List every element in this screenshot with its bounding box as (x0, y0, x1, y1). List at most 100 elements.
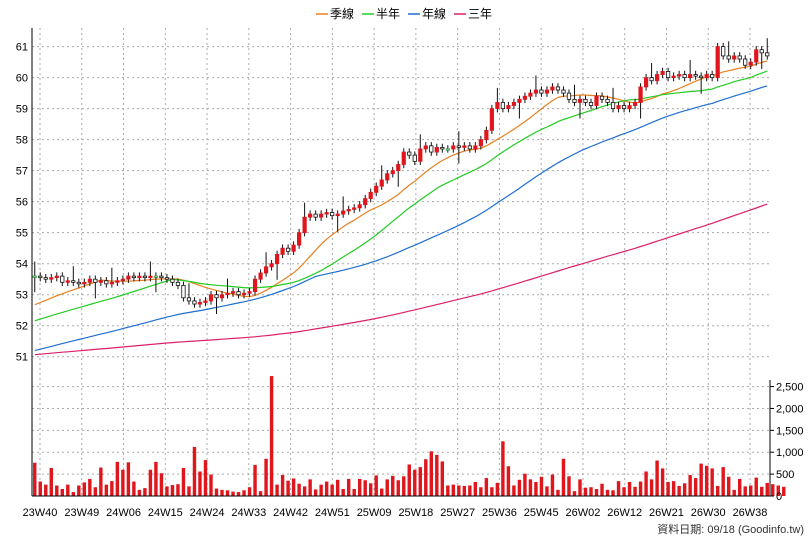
volume-bar (214, 488, 219, 496)
volume-bar (655, 460, 659, 496)
volume-bar (732, 489, 736, 496)
data-date-credit: 資料日期: 09/18 (Goodinfo.tw) (657, 522, 804, 536)
volume-bar (242, 490, 246, 496)
candle-body (528, 92, 533, 97)
volume-bar (269, 376, 274, 496)
candle-body (280, 247, 285, 255)
volume-bar (704, 465, 709, 496)
candle-body (423, 145, 428, 150)
volume-bar (457, 485, 461, 496)
candle-body (599, 95, 605, 100)
volume-bar (671, 481, 676, 496)
candle-body (32, 275, 37, 278)
candle-body (704, 74, 709, 79)
volume-bar (352, 488, 356, 496)
x-tick-label: 25W09 (357, 507, 392, 519)
x-axis-ticks: 23W40 23W49 24W06 24W15 24W24 24W33 24W42 24W51… (23, 507, 768, 519)
volume-bar (407, 464, 411, 496)
volume-bar (286, 480, 290, 496)
volume-bar (104, 484, 109, 496)
volume-bar (572, 491, 577, 496)
volume-bar (297, 483, 301, 496)
volume-bar (633, 486, 637, 496)
volume-bar (693, 478, 698, 496)
x-tick-label: 23W40 (23, 507, 58, 519)
volume-bar (99, 467, 103, 496)
price-tick-label: 55 (16, 228, 28, 240)
candle-body (374, 185, 379, 193)
candle-body (748, 61, 753, 66)
candle-body (115, 280, 120, 283)
candle-body (247, 291, 252, 294)
candle-body (214, 294, 219, 299)
x-tick-label: 25W27 (440, 507, 475, 519)
volume-bar (253, 464, 257, 496)
x-tick-label: 23W49 (64, 507, 99, 519)
price-tick-label: 52 (16, 321, 28, 333)
volume-bar (236, 492, 241, 496)
candle-body (159, 275, 164, 279)
x-tick-label: 25W18 (398, 507, 433, 519)
candle-body (555, 86, 561, 91)
x-tick-label: 26W30 (691, 507, 726, 519)
volume-tick-label: 1,500 (776, 425, 804, 437)
volume-bar (782, 486, 786, 496)
candle-body (335, 213, 340, 217)
candle-body (627, 105, 632, 110)
volume-bar (335, 479, 340, 496)
volume-bar (473, 481, 478, 496)
volume-bar (600, 483, 604, 496)
candle-body (610, 102, 616, 110)
volume-bar (165, 486, 169, 496)
volume-bar (385, 479, 389, 496)
candle-body (357, 204, 362, 209)
volume-bar (771, 484, 775, 496)
candle-body (60, 275, 65, 283)
volume-bar (391, 475, 395, 496)
candle-body (93, 278, 98, 283)
candle-body (230, 291, 236, 294)
volume-bar (710, 468, 714, 496)
x-tick-label: 24W15 (148, 507, 183, 519)
volume-bar (468, 485, 472, 496)
volume-bar (77, 485, 81, 496)
volume-bar (319, 484, 323, 496)
volume-bar (567, 476, 571, 496)
candle-body (737, 55, 742, 60)
x-tick-label: 24W33 (231, 507, 266, 519)
candle-body (544, 89, 550, 94)
volume-bar (550, 474, 555, 496)
candle-body (175, 281, 181, 286)
candle-body (429, 145, 434, 153)
candle-body (285, 247, 291, 252)
candles (32, 38, 770, 314)
candle-body (699, 75, 704, 79)
candle-body (65, 280, 70, 283)
candle-body (473, 145, 478, 150)
candle-body (203, 300, 208, 303)
candle-body (363, 198, 368, 206)
candle-body (186, 297, 192, 302)
volume-tick-label: 1,000 (776, 447, 804, 459)
volume-bar (402, 476, 406, 496)
volume-tick-label: 0 (776, 491, 782, 503)
candle-body (192, 300, 197, 305)
x-tick-label: 24W24 (190, 507, 225, 519)
candle-body (153, 275, 159, 278)
legend-label-quarter: 季線 (330, 6, 354, 21)
volume-bar (682, 483, 687, 496)
price-tick-label: 58 (16, 135, 28, 147)
candle-body (71, 280, 76, 283)
volume-bar (181, 467, 186, 496)
candle-body (660, 71, 665, 75)
volume-bar (440, 461, 445, 496)
candle-body (76, 281, 81, 285)
candle-body (583, 98, 588, 103)
volume-bar (258, 491, 263, 496)
volume-bar (528, 479, 533, 496)
candle-body (440, 147, 445, 150)
x-tick-label: 26W02 (566, 507, 601, 519)
volume-bar (357, 478, 362, 496)
volume-bar (55, 485, 59, 496)
volume-bar (556, 489, 560, 496)
